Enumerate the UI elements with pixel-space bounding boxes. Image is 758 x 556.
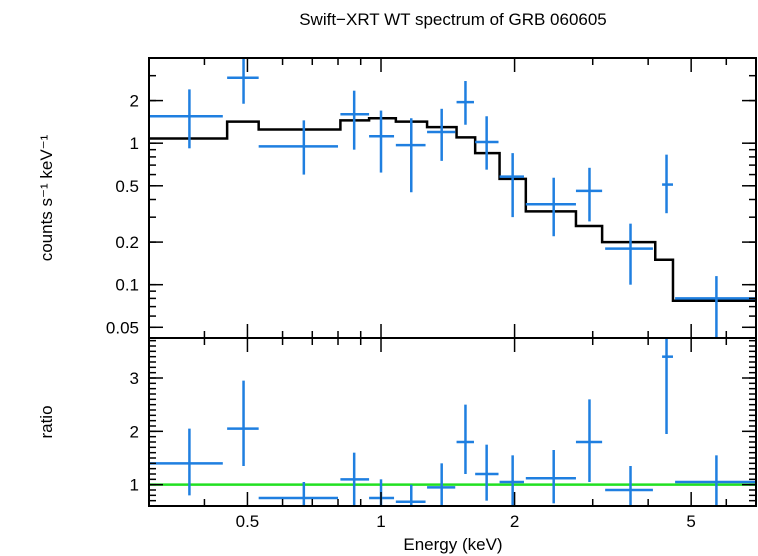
ratio-data-points [149, 338, 756, 506]
y-tick-label: 0.05 [106, 318, 139, 337]
x-tick-label: 5 [686, 512, 695, 531]
y-tick-label: 1 [130, 134, 139, 153]
y-tick-label: 2 [130, 422, 139, 441]
y-tick-label: 3 [130, 369, 139, 388]
spectrum-y-axis-label: counts s⁻¹ keV⁻¹ [37, 134, 56, 261]
ratio-panel: 1 2 3 0.5 1 2 5 ratio Energy (keV) [37, 58, 757, 554]
y-tick-label: 0.1 [115, 276, 139, 295]
x-tick-label: 0.5 [236, 512, 260, 531]
data-point [340, 90, 370, 150]
ratio-y-axis-label: ratio [37, 405, 56, 438]
data-point [340, 452, 370, 506]
x-axis-label: Energy (keV) [403, 535, 502, 554]
data-point [525, 450, 576, 504]
data-point [395, 484, 426, 506]
spectrum-panel: 0.05 0.1 0.2 0.5 1 2 counts s⁻¹ keV⁻¹ [37, 57, 757, 339]
data-point [258, 120, 339, 175]
chart-title: Swift−XRT WT spectrum of GRB 060605 [299, 10, 607, 29]
model-step-line [149, 117, 756, 303]
data-point [675, 276, 756, 338]
data-point [427, 108, 456, 161]
spectrum-plot-frame [148, 57, 757, 339]
data-point [675, 455, 756, 506]
model-step-path [149, 117, 756, 303]
data-point [427, 463, 456, 506]
spectrum-data-points [149, 58, 756, 338]
data-point [227, 380, 259, 466]
data-point [575, 167, 603, 222]
data-point [499, 153, 524, 218]
data-point [605, 223, 653, 285]
data-point [227, 58, 259, 104]
data-point [456, 404, 474, 474]
data-point [369, 110, 395, 173]
ratio-plot-frame [148, 337, 757, 507]
y-tick-label: 1 [130, 476, 139, 495]
data-point [525, 177, 576, 237]
data-point [605, 466, 653, 506]
data-point [662, 154, 673, 214]
data-point [395, 118, 426, 193]
data-point [149, 89, 223, 149]
data-point [258, 482, 339, 506]
ratio-axis-ticks: 1 2 3 0.5 1 2 5 [130, 58, 756, 531]
x-tick-label: 2 [510, 512, 519, 531]
x-tick-label: 1 [376, 512, 385, 531]
data-point [149, 428, 223, 496]
y-tick-label: 0.5 [115, 177, 139, 196]
data-point [662, 338, 673, 434]
y-tick-label: 0.2 [115, 233, 139, 252]
data-point [456, 81, 474, 125]
data-point [475, 116, 499, 170]
data-point [475, 444, 499, 501]
data-point [499, 455, 524, 506]
y-tick-label: 2 [130, 92, 139, 111]
spectrum-axis-ticks: 0.05 0.1 0.2 0.5 1 2 [106, 74, 756, 337]
data-point [575, 399, 603, 482]
